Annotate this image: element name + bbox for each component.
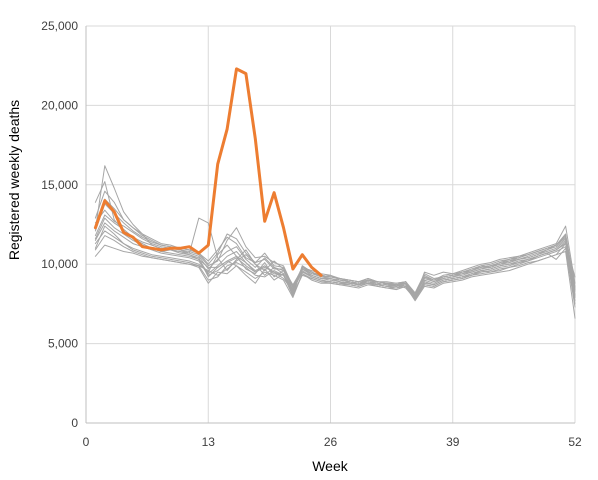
tick-labels: 0 5,000 10,000 15,000 20,000 25,000 0 13 26 39 52 (41, 19, 582, 449)
x-tick-label: 26 (324, 435, 338, 449)
y-tick-label: 20,000 (41, 98, 78, 112)
series-line-history (94, 222, 576, 298)
series-line-history (94, 225, 576, 308)
x-tick-label: 13 (202, 435, 216, 449)
y-tick-label: 25,000 (41, 19, 78, 33)
series-layer (93, 67, 576, 319)
series-line-history (94, 235, 576, 305)
y-tick-label: 0 (71, 416, 78, 430)
x-tick-label: 52 (568, 435, 582, 449)
series-line-history (94, 198, 576, 297)
y-tick-label: 10,000 (41, 257, 78, 271)
series-line-highlight (93, 67, 323, 277)
y-axis-title: Registered weekly deaths (6, 100, 22, 260)
x-tick-label: 0 (83, 435, 90, 449)
y-tick-label: 5,000 (48, 337, 78, 351)
x-axis-title: Week (312, 458, 349, 474)
series-line-history (94, 217, 576, 298)
axes (85, 26, 575, 424)
y-tick-label: 15,000 (41, 178, 78, 192)
x-tick-label: 39 (446, 435, 460, 449)
